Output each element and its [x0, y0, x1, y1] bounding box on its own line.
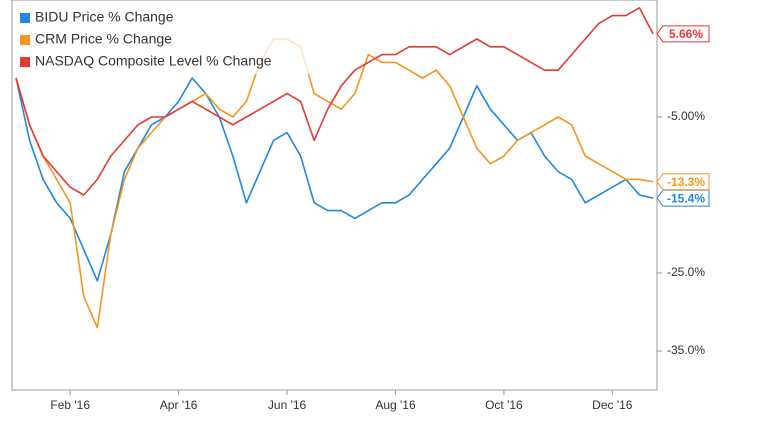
series-line	[15, 7, 654, 196]
legend-swatch	[20, 57, 30, 67]
y-tick-label: -5.00%	[667, 109, 705, 123]
legend: BIDU Price % Change CRM Price % Change NAS…	[14, 2, 319, 74]
legend-label: CRM Price % Change	[35, 31, 172, 47]
series-line	[15, 77, 654, 282]
x-tick-label: Jun '16	[268, 398, 307, 412]
x-tick-label: Aug '16	[375, 398, 416, 412]
x-tick-label: Feb '16	[50, 398, 90, 412]
end-label-text: 5.66%	[669, 27, 703, 41]
end-label-box	[656, 189, 710, 207]
legend-swatch	[20, 13, 30, 23]
legend-box	[14, 2, 319, 74]
y-tick-label: -25.0%	[667, 265, 705, 279]
legend-label: NASDAQ Composite Level % Change	[35, 53, 272, 69]
x-tick-label: Apr '16	[160, 398, 198, 412]
series-line	[15, 38, 654, 329]
end-label-text: -13.3%	[667, 175, 705, 189]
end-label-text: -15.4%	[667, 191, 705, 205]
x-tick-label: Dec '16	[592, 398, 633, 412]
x-tick-label: Oct '16	[485, 398, 523, 412]
end-label: -13.3%	[656, 173, 710, 191]
legend-label: BIDU Price % Change	[35, 9, 174, 25]
end-label: -15.4%	[656, 189, 710, 207]
legend-swatch	[20, 35, 30, 45]
lines	[15, 7, 654, 329]
y-tick-label: -35.0%	[667, 343, 705, 357]
end-label-box	[656, 173, 710, 191]
end-label: 5.66%	[656, 25, 710, 43]
end-label-box	[656, 25, 710, 43]
